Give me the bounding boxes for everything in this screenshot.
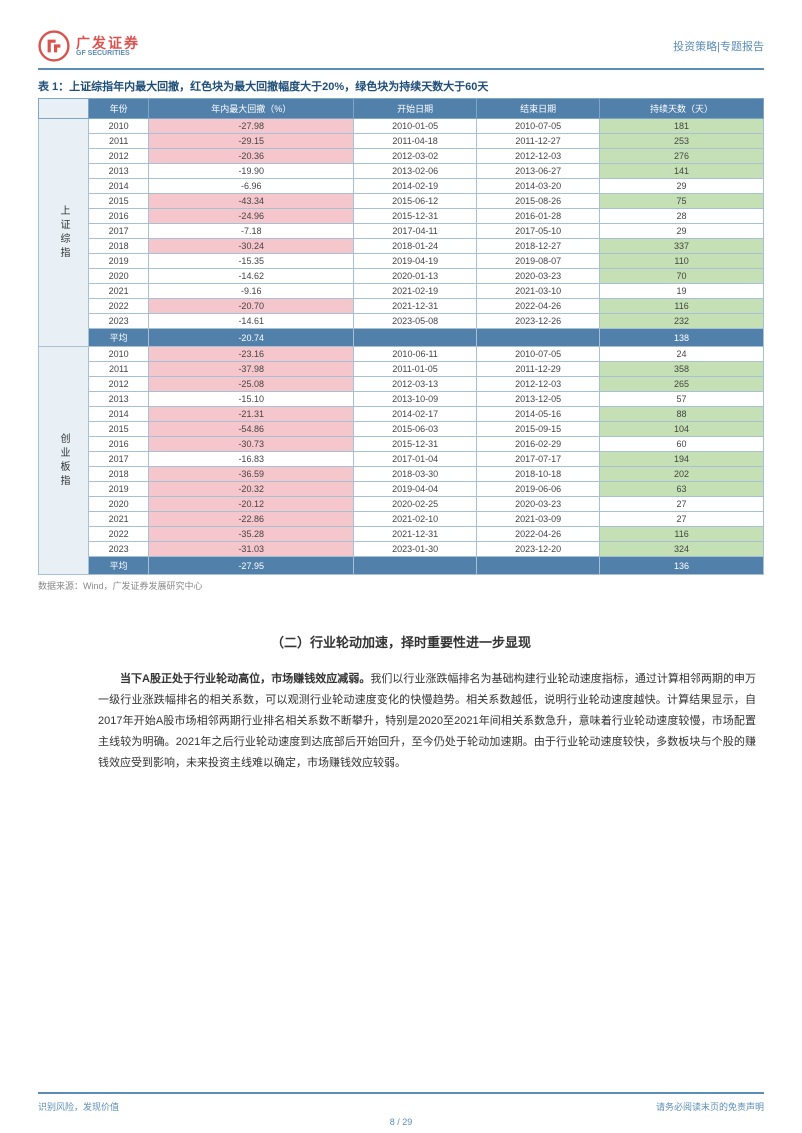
table-title: 表 1：上证综指年内最大回撤，红色块为最大回撤幅度大于20%，绿色块为持续天数大… [38,78,764,94]
table-avg-row: 平均-20.74138 [39,329,764,347]
section-title: （二）行业轮动加速，择时重要性进一步显现 [38,632,764,651]
table-row: 2012-20.362012-03-022012-12-03276 [39,149,764,164]
table-row: 2021-9.162021-02-192021-03-1019 [39,284,764,299]
table-row: 2013-15.102013-10-092013-12-0557 [39,392,764,407]
logo-text-cn: 广发证券 [76,36,140,50]
page-number: 8 / 29 [390,1117,413,1127]
table-row: 创业板指2010-23.162010-06-112010-07-0524 [39,347,764,362]
header-breadcrumb: 投资策略|专题报告 [673,38,764,54]
table-row: 2014-6.962014-02-192014-03-2029 [39,179,764,194]
table-row: 2021-22.862021-02-102021-03-0927 [39,512,764,527]
table-row: 2012-25.082012-03-132012-12-03265 [39,377,764,392]
table-row: 2011-29.152011-04-182011-12-27253 [39,134,764,149]
gf-logo-icon [38,30,70,62]
table-row: 2023-31.032023-01-302023-12-20324 [39,542,764,557]
table-row: 2022-35.282021-12-312022-04-26116 [39,527,764,542]
table-header: 结束日期 [477,99,600,119]
table-row: 2017-16.832017-01-042017-07-17194 [39,452,764,467]
table-row: 2016-30.732015-12-312016-02-2960 [39,437,764,452]
table-row: 上证综指2010-27.982010-01-052010-07-05181 [39,119,764,134]
group-label: 上证综指 [39,119,89,347]
drawdown-table: 年份年内最大回撤（%）开始日期结束日期持续天数（天） 上证综指2010-27.9… [38,98,764,575]
table-row: 2018-30.242018-01-242018-12-27337 [39,239,764,254]
table-row: 2019-15.352019-04-192019-08-07110 [39,254,764,269]
table-row: 2017-7.182017-04-112017-05-1029 [39,224,764,239]
footer-left: 识别风险，发现价值 [38,1100,119,1113]
table-row: 2018-36.592018-03-302018-10-18202 [39,467,764,482]
table-row: 2020-14.622020-01-132020-03-2370 [39,269,764,284]
table-row: 2015-43.342015-06-122015-08-2675 [39,194,764,209]
table-row: 2020-20.122020-02-252020-03-2327 [39,497,764,512]
table-header: 开始日期 [354,99,477,119]
footer-right: 请务必阅读末页的免责声明 [656,1100,764,1113]
table-row: 2023-14.612023-05-082023-12-26232 [39,314,764,329]
table-row: 2016-24.962015-12-312016-01-2828 [39,209,764,224]
logo: 广发证券 GF SECURITIES [38,30,140,62]
table-row: 2019-20.322019-04-042019-06-0663 [39,482,764,497]
table-row: 2011-37.982011-01-052011-12-29358 [39,362,764,377]
table-row: 2014-21.312014-02-172014-05-1688 [39,407,764,422]
table-row: 2013-19.902013-02-062013-06-27141 [39,164,764,179]
body-lead: 当下A股正处于行业轮动高位，市场赚钱效应减弱。 [120,673,370,685]
group-label: 创业板指 [39,347,89,575]
table-row: 2022-20.702021-12-312022-04-26116 [39,299,764,314]
body-paragraph: 当下A股正处于行业轮动高位，市场赚钱效应减弱。我们以行业涨跌幅排名为基础构建行业… [38,669,764,773]
table-header: 持续天数（天） [600,99,764,119]
table-avg-row: 平均-27.95136 [39,557,764,575]
table-header: 年内最大回撤（%） [149,99,354,119]
logo-text-en: GF SECURITIES [76,50,140,57]
table-row: 2015-54.862015-06-032015-09-15104 [39,422,764,437]
page-footer: 识别风险，发现价值 请务必阅读末页的免责声明 [38,1092,764,1113]
table-source: 数据来源：Wind，广发证券发展研究中心 [38,579,764,592]
body-rest: 我们以行业涨跌幅排名为基础构建行业轮动速度指标，通过计算相邻两期的申万一级行业涨… [98,673,756,769]
table-header: 年份 [89,99,149,119]
page-header: 广发证券 GF SECURITIES 投资策略|专题报告 [38,30,764,70]
